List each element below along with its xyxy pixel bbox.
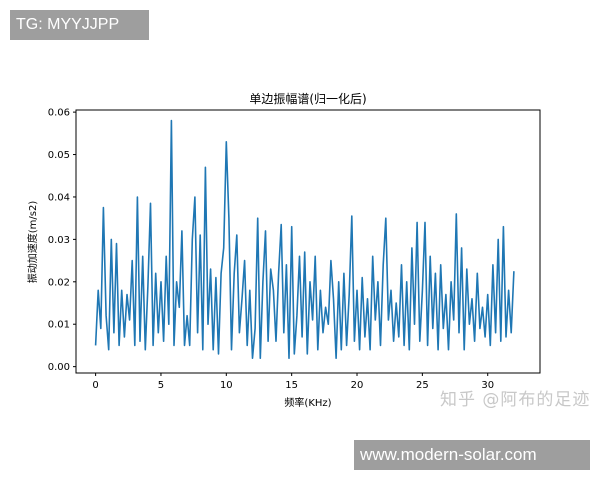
y-axis-label: 振动加速度(m/s2) (26, 201, 39, 284)
x-tick-label: 10 (220, 380, 233, 391)
x-tick-label: 5 (158, 380, 164, 391)
x-tick-label: 15 (285, 380, 298, 391)
watermark-site: www.modern-solar.com (354, 440, 590, 470)
x-tick-label: 20 (351, 380, 364, 391)
x-tick-label: 25 (416, 380, 429, 391)
y-tick-label: 0.01 (48, 320, 70, 331)
plot-frame (75, 109, 541, 374)
y-tick-label: 0.05 (48, 150, 70, 161)
x-tick-label: 30 (481, 380, 494, 391)
watermark-zhihu: 知乎 @阿布的足迹 (440, 390, 591, 410)
series-line (94, 119, 515, 359)
chart-title: 单边振幅谱(归一化后) (249, 91, 366, 106)
x-axis-label: 频率(KHz) (284, 396, 331, 409)
watermark-tg: TG: MYYJJPP (10, 10, 149, 40)
y-tick-label: 0.04 (48, 192, 70, 203)
y-tick-label: 0.02 (48, 277, 70, 288)
y-tick-label: 0.06 (48, 108, 70, 119)
y-tick-label: 0.00 (48, 362, 70, 373)
y-tick-label: 0.03 (48, 235, 70, 246)
x-tick-label: 0 (92, 380, 98, 391)
